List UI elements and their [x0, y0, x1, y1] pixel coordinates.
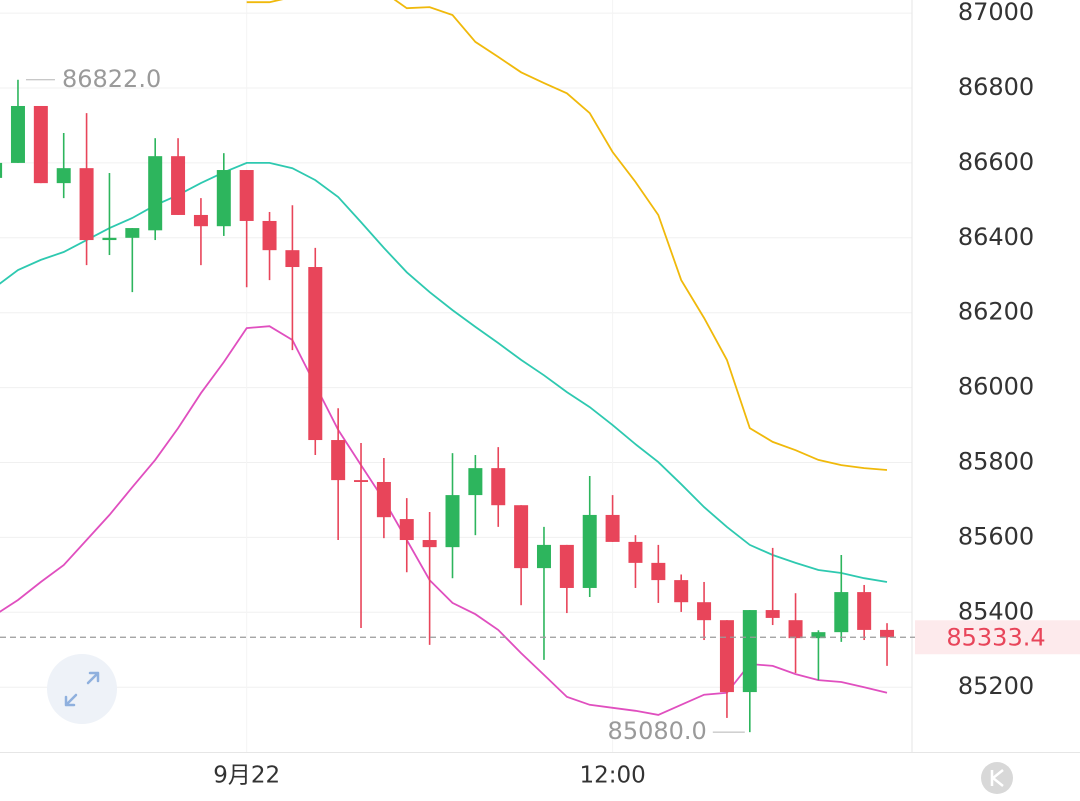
x-tick-label: 12:00 [579, 763, 645, 789]
expand-button-bg [47, 654, 117, 724]
k-button-bg [981, 762, 1013, 794]
indicator-line [0, 162, 888, 583]
candle-body [514, 505, 529, 569]
candle-body [559, 544, 574, 588]
candle-body [811, 632, 826, 639]
candle-body [285, 250, 300, 268]
candle-body [308, 267, 323, 441]
annotation-label: 86822.0 [62, 65, 161, 93]
expand-icon [64, 671, 100, 707]
candle-body [216, 170, 231, 227]
candle-body [422, 540, 437, 548]
candle-body [399, 519, 414, 541]
candle-body [125, 228, 140, 238]
candle-body [33, 105, 48, 184]
y-tick-label: 86200 [958, 298, 1034, 326]
expand-button[interactable] [47, 654, 117, 724]
candle-body [262, 220, 277, 251]
y-tick-label: 87000 [958, 0, 1034, 26]
candle-body [628, 541, 643, 563]
y-tick-label: 85200 [958, 672, 1034, 700]
y-tick-label: 85800 [958, 448, 1034, 476]
y-tick-label: 85600 [958, 522, 1034, 550]
candle-body [857, 592, 872, 630]
candle-body [491, 468, 506, 506]
candle-body [834, 592, 849, 633]
candle-body [765, 610, 780, 618]
candle-body [788, 620, 803, 639]
candle-body [148, 156, 163, 231]
candle-body [651, 562, 666, 581]
candle-body [582, 514, 597, 588]
candle-body [468, 468, 483, 496]
k-button[interactable] [981, 762, 1013, 794]
annotation-label: 85080.0 [608, 717, 707, 745]
candle-body [193, 214, 208, 227]
indicator-line [246, 0, 888, 471]
candle-body [239, 170, 254, 221]
y-tick-label: 86600 [958, 148, 1034, 176]
candle-body [331, 440, 346, 481]
candle-body [697, 602, 712, 621]
candle-body [880, 629, 895, 638]
x-tick-label: 9月22 [213, 763, 280, 789]
candle-body [79, 168, 94, 241]
indicator-line [0, 325, 888, 716]
candle-body [376, 481, 391, 518]
candle-body [102, 237, 117, 241]
y-tick-label: 86800 [958, 73, 1034, 101]
candle-body [171, 156, 186, 215]
k-icon [990, 769, 1004, 787]
candle-body [10, 105, 25, 163]
candle-body [354, 480, 369, 482]
candle-body [536, 544, 551, 569]
candle-body [742, 610, 757, 693]
candle-body [0, 162, 3, 178]
candle-body [445, 495, 460, 548]
candle-body [605, 514, 620, 542]
axes [0, 0, 1080, 753]
y-tick-label: 86000 [958, 373, 1034, 401]
candle-body [56, 168, 71, 184]
candle-body [719, 620, 734, 693]
last-price-label: 85333.4 [946, 623, 1045, 651]
y-tick-label: 86400 [958, 223, 1034, 251]
last-price-box [915, 620, 1080, 655]
candle-body [674, 580, 689, 603]
plot-area [0, 0, 895, 733]
